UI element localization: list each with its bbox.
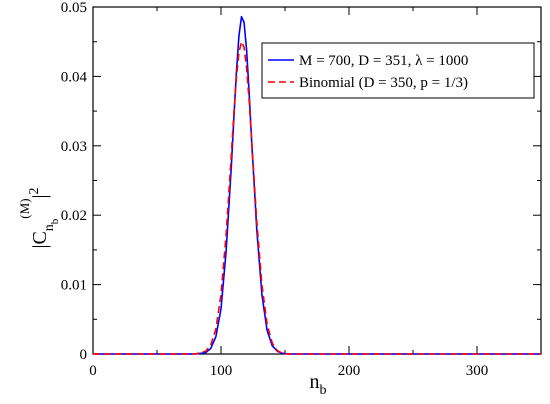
y-axis-label-sub: n xyxy=(42,224,57,231)
y-tick-label: 0 xyxy=(80,347,88,363)
y-axis-label: |Cnb (M)|2 xyxy=(17,187,61,248)
x-tick-label: 200 xyxy=(338,363,361,379)
y-tick-label: 0.04 xyxy=(61,69,88,85)
y-axis-label-subsub: b xyxy=(49,218,61,224)
legend-label-2: Binomial (D = 350, p = 1/3) xyxy=(299,75,468,91)
x-tick-label: 300 xyxy=(466,363,489,379)
x-axis-label: nb xyxy=(310,371,327,398)
series-lines xyxy=(93,15,541,355)
legend-label-1: M = 700, D = 351, λ = 1000 xyxy=(299,53,468,69)
y-axis-label-prefix: |C xyxy=(29,231,51,248)
y-tick-label: 0.01 xyxy=(61,278,87,294)
series-line-2 xyxy=(93,40,541,355)
y-tick-label: 0.02 xyxy=(61,208,87,224)
legend-box xyxy=(261,42,535,99)
y-axis-label-sup: (M) xyxy=(17,198,32,218)
y-axis-label-power: 2 xyxy=(27,187,42,194)
svg-text:|Cnb(M)|2: |Cnb (M)|2 xyxy=(17,187,61,248)
x-axis-label-main: n xyxy=(310,371,320,393)
y-tick-label: 0.05 xyxy=(61,0,87,16)
x-tick-label: 100 xyxy=(210,363,233,379)
y-axis-label-suffix: | xyxy=(29,194,51,198)
series-line-1 xyxy=(93,15,541,355)
x-tick-label: 0 xyxy=(89,363,97,379)
axis-ticks: 0 100 200 300 0 0.01 0.02 0.03 0.04 0.05 xyxy=(61,0,541,379)
x-axis-label-sub: b xyxy=(320,383,327,398)
y-tick-label: 0.03 xyxy=(61,139,87,155)
legend: M = 700, D = 351, λ = 1000 Binomial (D = … xyxy=(261,42,535,99)
